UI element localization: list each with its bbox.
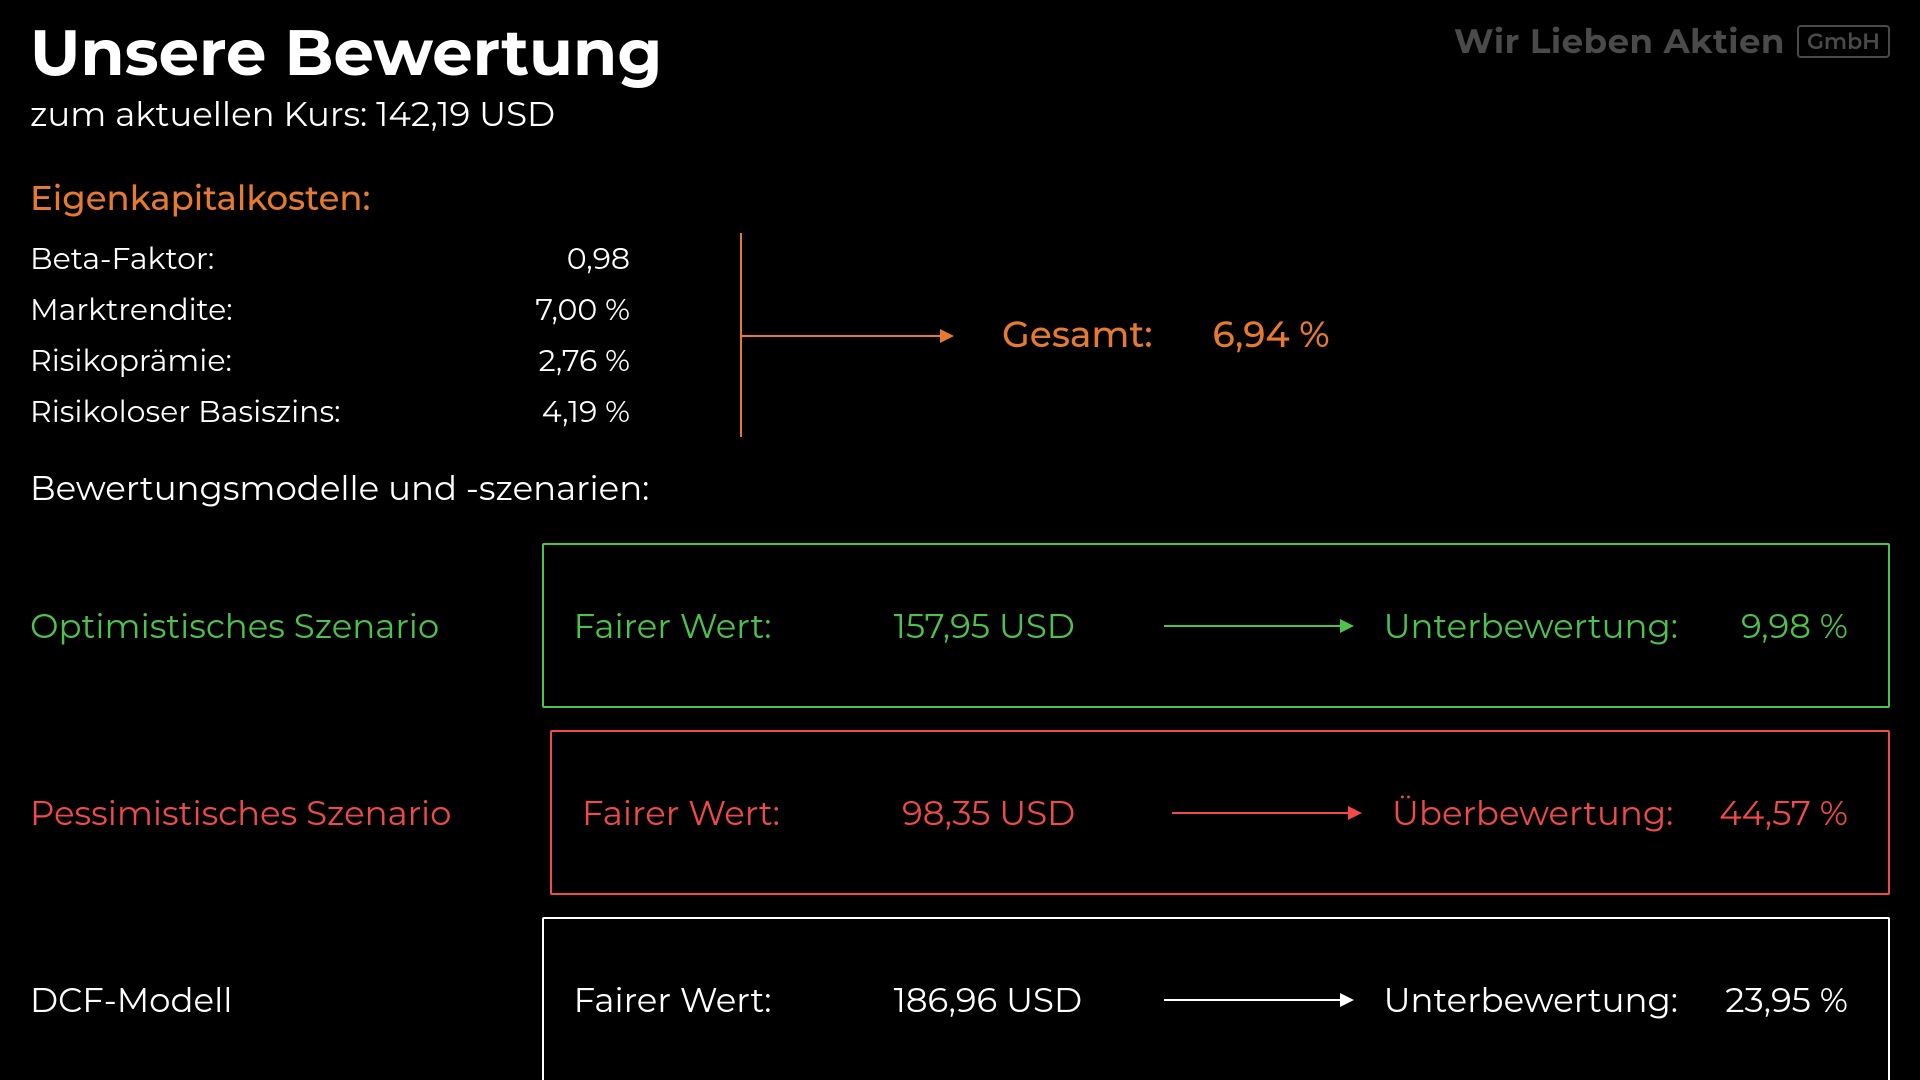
cost-of-equity-block: Beta-Faktor: 0,98 Marktrendite: 7,00 % R… (30, 233, 1890, 437)
fair-value: 186,96 USD (894, 979, 1154, 1021)
fair-value: 98,35 USD (902, 792, 1162, 834)
cost-of-equity-result: Gesamt: 6,94 % (742, 233, 1890, 437)
valuation-value: 44,57 % (1678, 792, 1848, 834)
model-row: DCF-Modell Fairer Wert:186,96 USD Unterbew… (30, 917, 1890, 1080)
model-row: Pessimistisches SzenarioFairer Wert:98,3… (30, 730, 1890, 895)
coe-value: 0,98 (470, 233, 630, 284)
fair-value-label: Fairer Wert: (574, 605, 894, 647)
slide-root: Wir Lieben Aktien GmbH Unsere Bewertung … (0, 0, 1920, 1080)
model-box: Fairer Wert:186,96 USD Unterbewertung:23,… (542, 917, 1890, 1080)
models-list: Optimistisches SzenarioFairer Wert:157,9… (30, 543, 1890, 1080)
model-row: Optimistisches SzenarioFairer Wert:157,9… (30, 543, 1890, 708)
valuation-value: 9,98 % (1678, 605, 1848, 647)
valuation-label: Überbewertung: (1392, 792, 1678, 834)
coe-label: Risikoprämie: (30, 335, 232, 386)
coe-result-value: 6,94 % (1213, 313, 1330, 357)
coe-value: 2,76 % (470, 335, 630, 386)
arrow-right-icon (1172, 812, 1362, 814)
model-label: Optimistisches Szenario (30, 605, 542, 647)
model-box: Fairer Wert:98,35 USD Überbewertung:44,57… (550, 730, 1890, 895)
coe-label: Beta-Faktor: (30, 233, 214, 284)
brand-text: Wir Lieben Aktien (1454, 20, 1785, 62)
page-subtitle: zum aktuellen Kurs: 142,19 USD (30, 93, 1890, 135)
valuation-value: 23,95 % (1678, 979, 1848, 1021)
coe-value: 4,19 % (470, 386, 630, 437)
model-label: Pessimistisches Szenario (30, 792, 550, 834)
models-heading: Bewertungsmodelle und -szenarien: (30, 467, 1890, 509)
coe-row-beta: Beta-Faktor: 0,98 (30, 233, 630, 284)
brand-badge: GmbH (1797, 25, 1890, 58)
model-label: DCF-Modell (30, 979, 542, 1021)
valuation-label: Unterbewertung: (1384, 605, 1678, 647)
cost-of-equity-table: Beta-Faktor: 0,98 Marktrendite: 7,00 % R… (30, 233, 630, 437)
coe-label: Marktrendite: (30, 284, 233, 335)
arrow-right-icon (1164, 999, 1354, 1001)
coe-result-text: Gesamt: 6,94 % (1002, 313, 1330, 357)
coe-row-market-return: Marktrendite: 7,00 % (30, 284, 630, 335)
coe-row-risk-premium: Risikoprämie: 2,76 % (30, 335, 630, 386)
cost-of-equity-heading: Eigenkapitalkosten: (30, 177, 1890, 219)
coe-result-label: Gesamt: (1002, 313, 1153, 357)
fair-value-label: Fairer Wert: (574, 979, 894, 1021)
coe-label: Risikoloser Basiszins: (30, 386, 340, 437)
fair-value: 157,95 USD (894, 605, 1154, 647)
model-box: Fairer Wert:157,95 USD Unterbewertung:9,9… (542, 543, 1890, 708)
brand-block: Wir Lieben Aktien GmbH (1454, 20, 1890, 62)
coe-row-riskfree-rate: Risikoloser Basiszins: 4,19 % (30, 386, 630, 437)
coe-value: 7,00 % (470, 284, 630, 335)
arrow-right-icon (742, 335, 952, 337)
fair-value-label: Fairer Wert: (582, 792, 902, 834)
arrow-right-icon (1164, 625, 1354, 627)
valuation-label: Unterbewertung: (1384, 979, 1678, 1021)
